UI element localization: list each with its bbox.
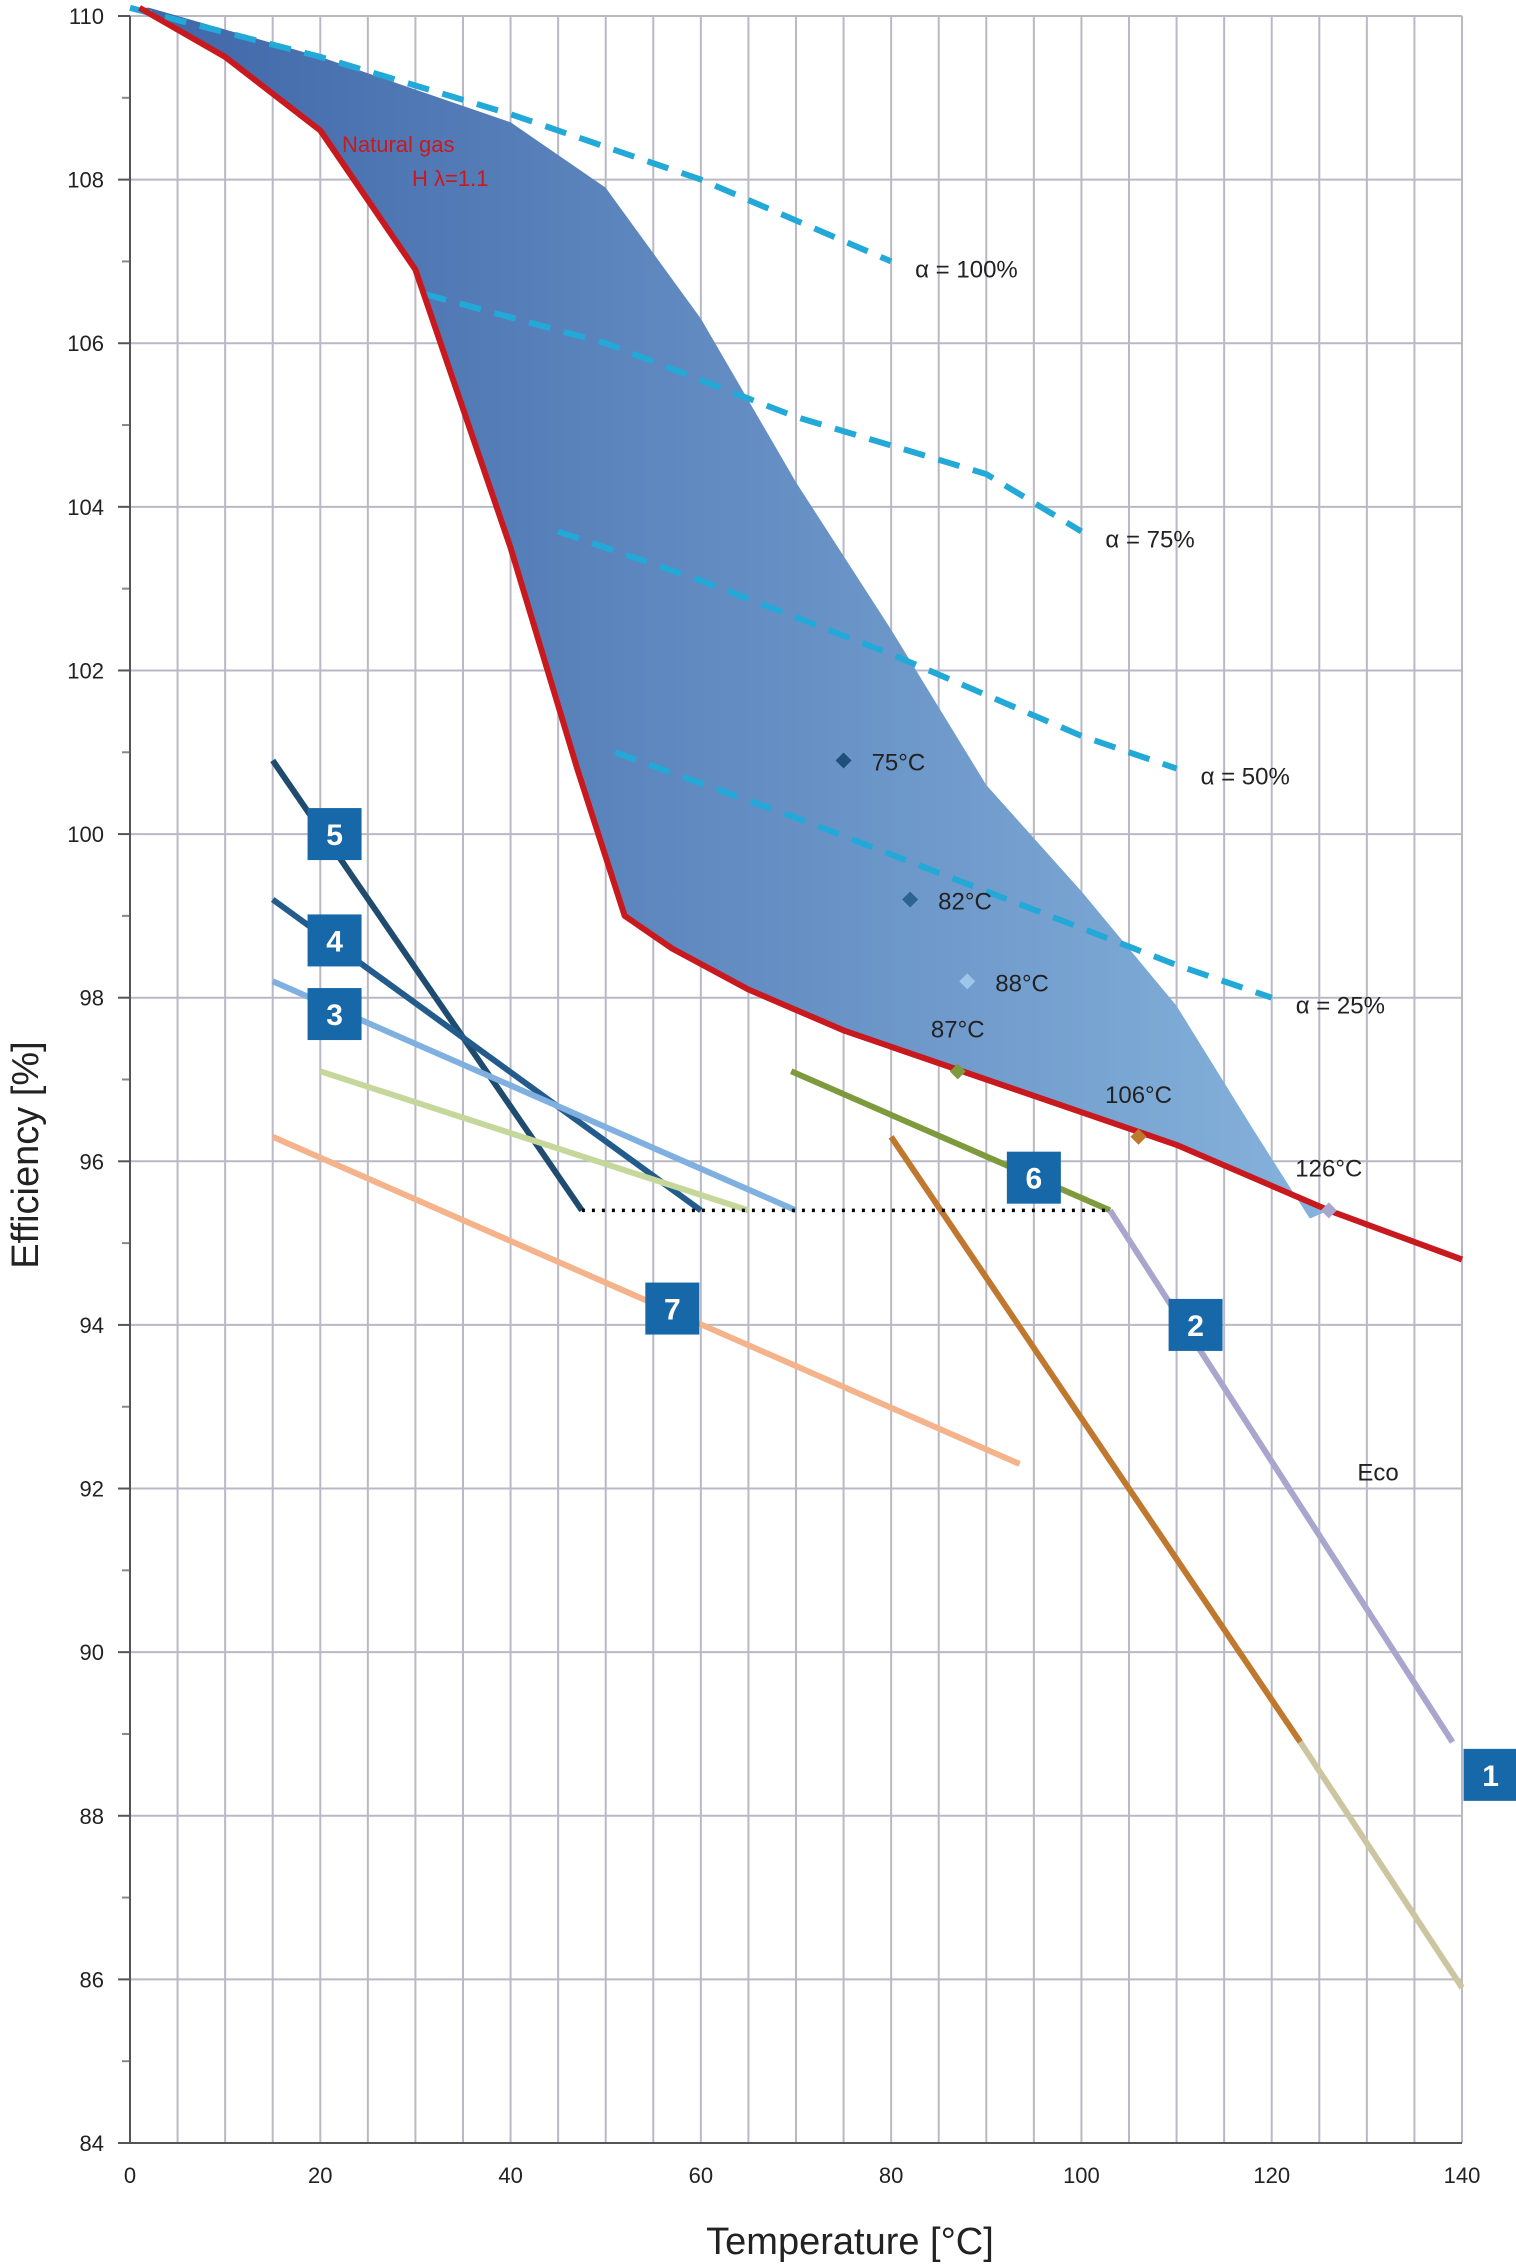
marker-label: 82°C <box>938 889 992 916</box>
y-tick-label: 106 <box>67 331 104 356</box>
y-tick-label: 94 <box>80 1313 104 1338</box>
y-tick-label: 86 <box>80 1967 104 1992</box>
alpha-label: α = 100% <box>915 256 1018 283</box>
x-tick-label: 80 <box>879 2163 903 2188</box>
marker-diamond <box>1130 1128 1147 1145</box>
marker-diamond <box>949 1063 966 1080</box>
series-badge <box>645 1282 700 1335</box>
series-badge <box>1168 1298 1223 1351</box>
series-badge <box>1006 1151 1061 1204</box>
marker-label: 88°C <box>995 970 1049 997</box>
alpha-line <box>424 291 1083 534</box>
y-tick-label: 90 <box>80 1640 104 1665</box>
badges: 5 4 3 7 6 2 1 <box>307 808 1516 1801</box>
marker-diamond <box>959 973 976 990</box>
y-tick-label: 92 <box>80 1477 104 1502</box>
gas-label-line2: H λ=1.1 <box>412 166 488 191</box>
x-tick-label: 0 <box>124 2163 136 2188</box>
series-badge-label: 5 <box>326 819 343 852</box>
y-tick-label: 98 <box>80 986 104 1011</box>
y-tick-label: 84 <box>80 2131 104 2156</box>
alpha-label: α = 50% <box>1201 764 1290 791</box>
x-tick-label: 120 <box>1253 2163 1290 2188</box>
y-axis-title: Efficiency [%] <box>5 1041 47 1268</box>
series-line <box>888 1135 1303 1744</box>
series-badge-label: 7 <box>664 1294 681 1327</box>
marker-diamond <box>1320 1202 1337 1219</box>
y-tick-label: 110 <box>69 4 104 29</box>
series-lines <box>270 758 1465 1990</box>
markers: 75°C 82°C 88°C 87°C 106°C 126°C Eco <box>835 749 1399 1486</box>
alpha-line <box>557 528 1178 772</box>
gas-label-line1: Natural gas <box>342 132 455 157</box>
axes: Temperature [°C] Efficiency [%] 0 20 40 60 8… <box>5 4 1480 2263</box>
series-badge-label: 1 <box>1482 1760 1499 1793</box>
marker-diamond <box>902 891 919 908</box>
alpha-lines: α = 100% α = 75% α = 50% α = 25% <box>129 4 1385 1020</box>
x-tick-label: 20 <box>308 2163 332 2188</box>
x-tick-label: 140 <box>1444 2163 1481 2188</box>
alpha-line <box>614 749 1273 1001</box>
y-tick-label: 88 <box>80 1804 104 1829</box>
series-badge <box>307 988 362 1041</box>
x-tick-label: 40 <box>498 2163 522 2188</box>
series-badge-label: 2 <box>1187 1310 1204 1343</box>
alpha-label: α = 25% <box>1296 993 1385 1020</box>
y-tick-label: 96 <box>80 1149 104 1174</box>
y-tick-label: 104 <box>67 495 104 520</box>
gas-curve-group: Natural gas H λ=1.1 <box>138 5 1464 1263</box>
series-badge <box>307 914 362 967</box>
series-badge <box>1463 1748 1516 1801</box>
y-tick-label: 100 <box>67 822 104 847</box>
x-axis-title: Temperature [°C] <box>706 2221 994 2263</box>
alpha-line <box>129 4 893 265</box>
marker-label: 75°C <box>872 749 926 776</box>
text-annotation: Eco <box>1357 1459 1398 1486</box>
series-badge-label: 6 <box>1026 1163 1043 1196</box>
marker-diamond <box>835 752 852 769</box>
alpha-label: α = 75% <box>1105 526 1194 553</box>
series-badge-label: 4 <box>326 925 343 958</box>
marker-label: 87°C <box>931 1016 985 1043</box>
y-tick-label: 102 <box>67 658 104 683</box>
grid <box>122 15 1463 2144</box>
series-badge-label: 3 <box>326 999 343 1032</box>
x-tick-label: 60 <box>689 2163 713 2188</box>
marker-label: 106°C <box>1105 1082 1172 1109</box>
marker-label: 126°C <box>1295 1155 1362 1182</box>
series-line <box>319 1068 750 1214</box>
y-tick-label: 108 <box>67 168 104 193</box>
series-line <box>1297 1740 1465 1990</box>
efficiency-region-fill <box>139 7 1329 1219</box>
x-tick-label: 100 <box>1063 2163 1100 2188</box>
series-line <box>1107 1208 1456 1744</box>
gas-curve <box>138 5 1464 1263</box>
series-badge <box>307 808 362 861</box>
shaded-region <box>139 7 1329 1219</box>
